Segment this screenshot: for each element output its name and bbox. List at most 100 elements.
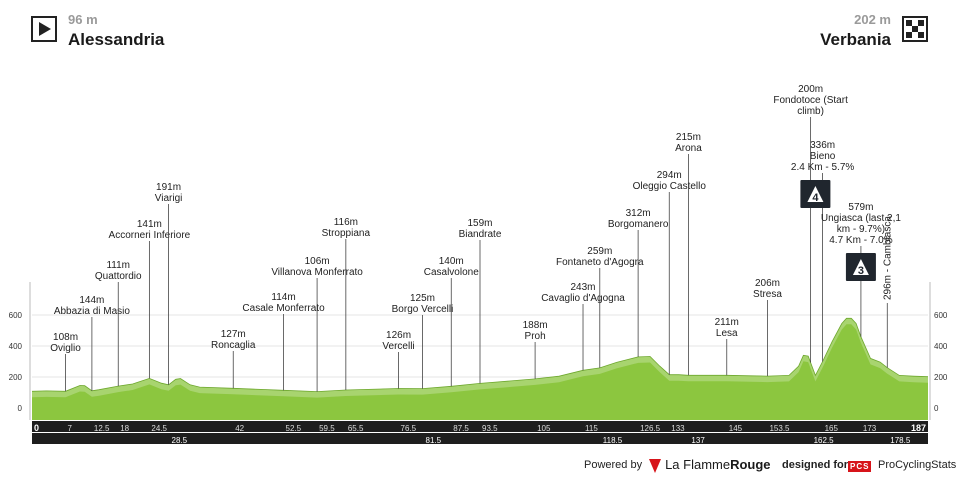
km-label: 173 bbox=[863, 424, 877, 433]
climb-category-3-icon: 3 bbox=[845, 253, 876, 281]
waypoint-altitude-label: 312m bbox=[626, 208, 651, 219]
km-label: 187 bbox=[911, 423, 926, 433]
waypoint-altitude-label: 336m bbox=[810, 140, 835, 151]
waypoint-altitude-label: 127m bbox=[221, 329, 246, 340]
designed-for-label: designed for bbox=[782, 459, 849, 471]
waypoint-name-label: Stresa bbox=[753, 289, 782, 300]
waypoint-altitude-label: 188m bbox=[523, 320, 548, 331]
waypoint-name-label: Accorneri Inferiore bbox=[109, 230, 191, 241]
climb-category-4-icon: 4 bbox=[800, 180, 831, 208]
waypoint-name-label: Oleggio Castello bbox=[633, 181, 707, 192]
waypoint-name-label: km - 9.7%) bbox=[837, 224, 885, 235]
start-flag-icon bbox=[31, 16, 57, 42]
km-tick bbox=[168, 433, 170, 444]
km-label: 133 bbox=[671, 424, 685, 433]
waypoint-name-label: Bieno bbox=[810, 151, 836, 162]
waypoint-name-label: Fondotoce (Start bbox=[773, 95, 848, 106]
waypoint-name-label: Abbazia di Masio bbox=[54, 306, 131, 317]
waypoint-altitude-label: 294m bbox=[657, 170, 682, 181]
waypoint-name-label: Viarigi bbox=[155, 193, 183, 204]
waypoint-name-label: 2.4 Km - 5.7% bbox=[791, 162, 854, 173]
waypoint-altitude-label: 206m bbox=[755, 278, 780, 289]
waypoint-name-label: climb) bbox=[797, 106, 824, 117]
waypoint-altitude-label: 126m bbox=[386, 330, 411, 341]
km-label: 165 bbox=[825, 424, 839, 433]
km-label: 12.5 bbox=[94, 424, 110, 433]
waypoint-altitude-label: 200m bbox=[798, 84, 823, 95]
y-tick-label-left: 0 bbox=[18, 404, 23, 413]
waypoint-name-label: Cavaglio d'Agogna bbox=[541, 293, 625, 304]
waypoint-name-label: Biandrate bbox=[459, 229, 502, 240]
waypoint-name-label: Villanova Monferrato bbox=[271, 267, 363, 278]
start-altitude: 96 m bbox=[68, 12, 98, 27]
waypoint-name-label: 4.7 Km - 7.0% bbox=[829, 235, 892, 246]
km-label: 42 bbox=[235, 424, 244, 433]
waypoint-name-label: Roncaglia bbox=[211, 340, 256, 351]
waypoint-altitude-label: 211m bbox=[715, 317, 739, 328]
km-label: 118.5 bbox=[603, 436, 623, 445]
finish-town: Verbania bbox=[820, 30, 891, 49]
km-label: 28.5 bbox=[172, 436, 188, 445]
climb-markers: 43 bbox=[800, 180, 876, 281]
waypoint-altitude-label: 125m bbox=[410, 293, 435, 304]
km-tick bbox=[810, 433, 812, 444]
km-label: 81.5 bbox=[426, 436, 442, 445]
waypoint-altitude-label: 106m bbox=[305, 256, 330, 267]
waypoint-name-label: Casalvolone bbox=[424, 267, 479, 278]
km-label: 145 bbox=[729, 424, 743, 433]
km-label: 0 bbox=[34, 423, 39, 433]
finish-altitude: 202 m bbox=[854, 12, 891, 27]
km-axis: 0 7 12.5 18 24.5 28.5 42 52.5 59.5 65.5 76.5 81.5 87… bbox=[32, 421, 928, 445]
km-label: 126.5 bbox=[640, 424, 661, 433]
waypoint-altitude-label: 159m bbox=[467, 218, 492, 229]
waypoint-name-label: Oviglio bbox=[50, 343, 81, 354]
powered-by-label: Powered by bbox=[584, 459, 643, 471]
waypoint-altitude-label: 108m bbox=[53, 332, 78, 343]
profile-highlight bbox=[32, 318, 928, 398]
km-tick bbox=[599, 433, 601, 444]
waypoint-altitude-label: 243m bbox=[571, 282, 596, 293]
km-axis-bar bbox=[32, 421, 928, 432]
waypoint-altitude-label: 215m bbox=[676, 132, 701, 143]
waypoint-altitude-label: 259m bbox=[587, 246, 612, 257]
km-label: 137 bbox=[691, 436, 705, 445]
km-tick bbox=[887, 433, 889, 444]
km-label: 59.5 bbox=[319, 424, 335, 433]
climb-category-number: 3 bbox=[858, 265, 864, 277]
brand-rouge: Rouge bbox=[730, 457, 771, 472]
waypoint-altitude-label: 141m bbox=[137, 219, 162, 230]
waypoint-altitude-label: 140m bbox=[439, 256, 464, 267]
waypoint-altitude-label: 116m bbox=[334, 217, 358, 228]
y-tick-label-right: 0 bbox=[934, 404, 939, 413]
finish-flag-icon bbox=[902, 16, 928, 42]
waypoint-name-label: Lesa bbox=[716, 328, 738, 339]
waypoint-name-label: Stroppiana bbox=[322, 228, 371, 239]
km-label: 76.5 bbox=[401, 424, 417, 433]
waypoint-name-label: Quattordio bbox=[95, 271, 142, 282]
waypoint-name-label: Proh bbox=[525, 331, 546, 342]
km-axis-lower-strip bbox=[32, 433, 928, 444]
waypoint-altitude-label: 191m bbox=[156, 182, 181, 193]
km-tick bbox=[422, 433, 424, 444]
km-label: 52.5 bbox=[286, 424, 302, 433]
start-town: Alessandria bbox=[68, 30, 165, 49]
km-label: 105 bbox=[537, 424, 551, 433]
km-label: 24.5 bbox=[151, 424, 167, 433]
km-label: 87.5 bbox=[453, 424, 469, 433]
waypoint-name-label: Vercelli bbox=[382, 341, 414, 352]
pcs-logo-text: PCS bbox=[848, 461, 872, 472]
waypoint-label-cambiasca: 296m - Cambiasca bbox=[882, 216, 893, 300]
km-label: 162.5 bbox=[814, 436, 835, 445]
procyclingstats-label: ProCyclingStats bbox=[878, 459, 957, 471]
y-tick-label-right: 200 bbox=[934, 373, 948, 382]
km-label: 7 bbox=[68, 424, 73, 433]
km-label: 65.5 bbox=[348, 424, 364, 433]
pcs-logo: PCS bbox=[848, 460, 872, 472]
waypoint-name-label: Ungiasca (last 2,1 bbox=[821, 213, 901, 224]
y-tick-label-left: 600 bbox=[9, 311, 23, 320]
y-tick-label-right: 400 bbox=[934, 342, 948, 351]
km-label: 115 bbox=[585, 424, 598, 433]
waypoint-name-label: Borgo Vercelli bbox=[392, 304, 454, 315]
